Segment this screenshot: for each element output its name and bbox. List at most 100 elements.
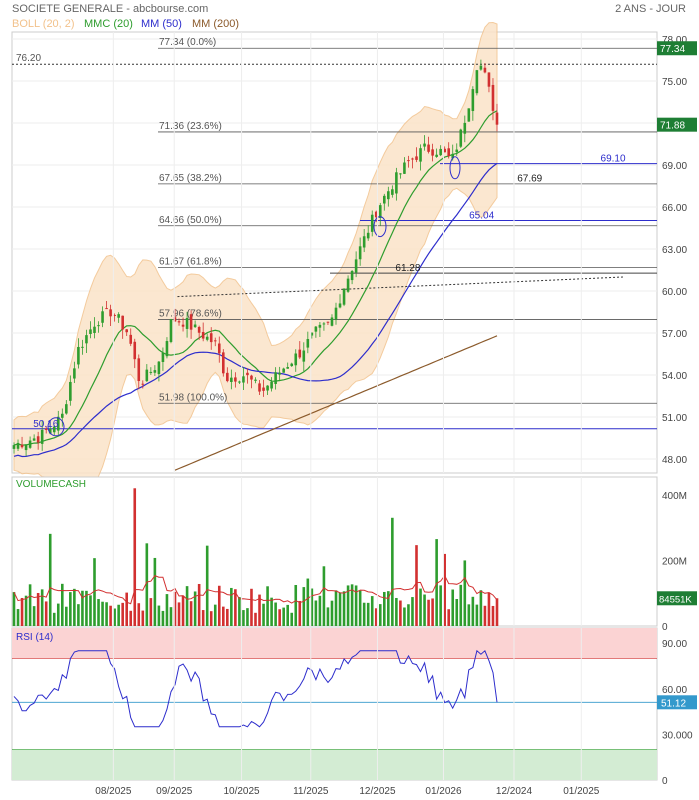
candle-body bbox=[61, 413, 64, 418]
volume-bar bbox=[479, 590, 483, 626]
volume-bar bbox=[391, 517, 394, 626]
price-tick-label: 66.00 bbox=[662, 203, 687, 214]
volume-bar bbox=[274, 602, 277, 626]
candle-body bbox=[234, 377, 237, 382]
volume-bar bbox=[286, 604, 289, 626]
mm50-line bbox=[13, 162, 498, 458]
volume-bar bbox=[387, 591, 390, 626]
candle-body bbox=[463, 122, 467, 134]
candle-body bbox=[443, 148, 446, 153]
volume-bar bbox=[157, 605, 161, 626]
candle-body bbox=[149, 371, 153, 373]
rsi-title: RSI (14) bbox=[16, 632, 53, 643]
candle-body bbox=[129, 334, 133, 344]
volume-bar bbox=[463, 560, 467, 626]
volume-tick-label: 400M bbox=[662, 491, 687, 502]
candle-body bbox=[274, 372, 277, 384]
volume-bar bbox=[197, 583, 201, 626]
candle-body bbox=[20, 444, 24, 448]
fib-label: 61.67 (61.8%) bbox=[159, 257, 222, 268]
rsi-badge-bg bbox=[657, 695, 697, 710]
volume-bar bbox=[169, 607, 173, 626]
candle-body bbox=[411, 158, 414, 160]
level-annotation: 67.69 bbox=[517, 173, 542, 184]
candle-body bbox=[197, 326, 201, 333]
overbought-zone bbox=[12, 628, 657, 659]
candle-body bbox=[330, 317, 334, 326]
candle-body bbox=[471, 89, 475, 112]
volume-bar bbox=[419, 588, 422, 626]
candle-body bbox=[266, 385, 269, 391]
rsi-tick-label: 30.000 bbox=[662, 730, 693, 741]
rsi-panel: RSI (14) 90.00 60.00 30.000 0 51.12 bbox=[11, 627, 697, 787]
legend-item: MMC (20) bbox=[84, 18, 133, 30]
volume-bar bbox=[193, 591, 197, 626]
volume-bar bbox=[129, 610, 133, 626]
volume-bar bbox=[322, 566, 326, 626]
volume-bar bbox=[435, 539, 438, 626]
volume-bar bbox=[310, 588, 314, 626]
candle-body bbox=[342, 288, 346, 305]
volume-bar bbox=[370, 596, 374, 626]
candle-body bbox=[189, 314, 193, 330]
rsi-last-badge: 51.12 bbox=[661, 698, 686, 709]
volume-bar bbox=[407, 604, 410, 626]
candle-body bbox=[230, 377, 233, 383]
volume-bar bbox=[24, 595, 28, 626]
candle-body bbox=[399, 173, 402, 175]
bollinger-bands bbox=[13, 21, 498, 497]
candle-body bbox=[322, 323, 326, 325]
volume-bar bbox=[181, 595, 185, 626]
candle-body bbox=[81, 346, 84, 348]
candle-body bbox=[16, 442, 20, 449]
volume-tick-label: 0 bbox=[662, 622, 668, 633]
candle-body bbox=[226, 372, 229, 382]
candle-body bbox=[246, 372, 249, 376]
candle-body bbox=[73, 368, 76, 379]
candle-body bbox=[286, 367, 289, 369]
price-tick-label: 78.00 bbox=[662, 35, 687, 46]
candle-body bbox=[374, 211, 378, 218]
volume-bar bbox=[262, 603, 265, 626]
level-annotation: 69.10 bbox=[601, 154, 626, 165]
volume-bar bbox=[89, 595, 92, 626]
oversold-zone bbox=[12, 749, 657, 780]
volume-bar bbox=[28, 584, 32, 626]
candle-body bbox=[28, 440, 32, 448]
candle-body bbox=[32, 438, 36, 441]
legend-item: BOLL (20, 2) bbox=[12, 18, 75, 30]
volume-axis: 400M 200M 0 84551K bbox=[657, 491, 697, 633]
volume-bars bbox=[12, 488, 499, 626]
fib-label: 57.96 (78.6%) bbox=[159, 309, 222, 320]
volume-bar bbox=[36, 592, 40, 626]
volume-bar bbox=[230, 587, 233, 626]
rsi-series-line bbox=[13, 649, 498, 728]
candle-body bbox=[145, 369, 149, 382]
volume-bar bbox=[149, 598, 153, 626]
candle-body bbox=[483, 67, 487, 73]
volume-bar bbox=[189, 601, 193, 626]
candle-body bbox=[346, 278, 350, 292]
volume-bar bbox=[318, 595, 322, 626]
candle-body bbox=[262, 387, 265, 391]
volume-bar bbox=[439, 585, 442, 626]
volume-bar bbox=[16, 609, 20, 626]
volume-bar bbox=[431, 598, 434, 626]
x-tick-label: 09/2025 bbox=[156, 786, 193, 797]
candle-body bbox=[378, 205, 382, 218]
volume-bar bbox=[399, 600, 402, 626]
rsi-tick-label: 60.00 bbox=[662, 685, 687, 696]
fib-label: 64.66 (50.0%) bbox=[159, 215, 222, 226]
candle-body bbox=[141, 383, 145, 385]
volume-bar bbox=[137, 603, 141, 626]
volume-bar bbox=[342, 591, 346, 626]
volume-bar bbox=[165, 594, 169, 626]
candle-body bbox=[455, 149, 459, 153]
volume-bar bbox=[141, 610, 145, 626]
candle-body bbox=[294, 353, 298, 366]
volume-bar bbox=[270, 597, 273, 626]
candle-body bbox=[362, 236, 366, 248]
volume-bar bbox=[61, 583, 64, 626]
volume-bar bbox=[234, 589, 237, 626]
circle-marker bbox=[373, 216, 387, 238]
